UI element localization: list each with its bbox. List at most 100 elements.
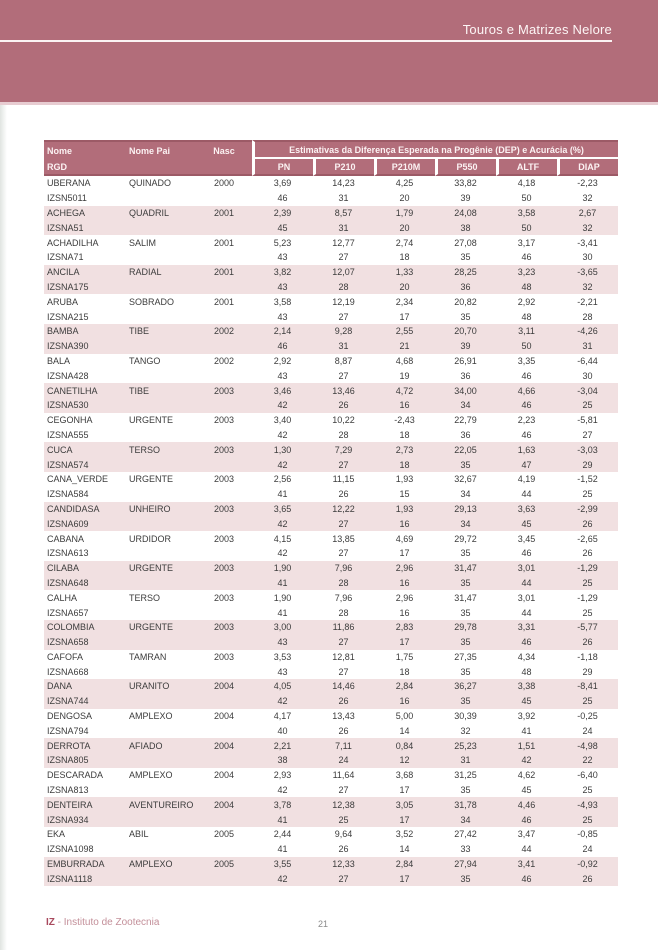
- dep-value-cell: 27,42: [435, 827, 496, 842]
- accuracy-value-cell: 20: [374, 279, 435, 295]
- dep-value-cell: 13,85: [313, 531, 374, 546]
- dep-value-cell: 0,84: [374, 738, 435, 754]
- sire-name-cell: URANITO: [126, 679, 196, 694]
- animal-row: ACHADILHA SALIM 2001 5,23 12,77 2,74 27,08 3,17…: [44, 235, 619, 250]
- accuracy-value-cell: 41: [252, 812, 313, 828]
- birth-year-cell: 2003: [196, 649, 252, 665]
- empty-cell: [126, 220, 196, 236]
- accuracy-value-cell: 26: [557, 634, 619, 650]
- rgd-cell: IZSNA613: [44, 545, 126, 561]
- accuracy-value-cell: 26: [313, 693, 374, 709]
- accuracy-row: IZSN5011 46 31 20 39 50 32: [44, 190, 619, 206]
- dep-value-cell: -4,26: [557, 323, 619, 339]
- accuracy-value-cell: 28: [313, 427, 374, 443]
- accuracy-value-cell: 39: [435, 190, 496, 206]
- dep-value-cell: 1,90: [252, 590, 313, 606]
- accuracy-value-cell: 32: [435, 723, 496, 739]
- dep-value-cell: -4,93: [557, 797, 619, 813]
- dep-value-cell: 1,93: [374, 501, 435, 517]
- dep-value-cell: 12,19: [313, 294, 374, 310]
- accuracy-value-cell: 27: [313, 249, 374, 265]
- column-header-p210m: P210M: [374, 159, 435, 176]
- rgd-cell: IZSNA805: [44, 753, 126, 768]
- empty-cell: [196, 693, 252, 709]
- accuracy-value-cell: 35: [435, 309, 496, 324]
- accuracy-value-cell: 16: [374, 605, 435, 620]
- accuracy-value-cell: 25: [313, 812, 374, 828]
- accuracy-value-cell: 35: [435, 575, 496, 591]
- dep-value-cell: 2,73: [374, 442, 435, 458]
- dep-value-cell: 11,86: [313, 619, 374, 635]
- dep-value-cell: 31,47: [435, 560, 496, 576]
- animal-row: DENGOSA AMPLEXO 2004 4,17 13,43 5,00 30,39 3,92…: [44, 708, 619, 724]
- accuracy-value-cell: 27: [313, 457, 374, 472]
- accuracy-value-cell: 34: [435, 486, 496, 502]
- accuracy-value-cell: 40: [252, 723, 313, 739]
- dep-value-cell: 4,46: [496, 797, 557, 813]
- accuracy-value-cell: 19: [374, 368, 435, 384]
- accuracy-row: IZSNA428 43 27 19 36 46 30: [44, 368, 619, 384]
- accuracy-row: IZSNA609 42 27 16 34 45 26: [44, 516, 619, 532]
- animal-name-cell: CABANA: [44, 531, 126, 546]
- accuracy-value-cell: 41: [252, 605, 313, 620]
- animal-name-cell: BAMBA: [44, 323, 126, 339]
- accuracy-value-cell: 42: [252, 693, 313, 709]
- accuracy-value-cell: 35: [435, 871, 496, 887]
- dep-value-cell: 4,69: [374, 531, 435, 546]
- accuracy-row: IZSNA530 42 26 16 34 46 25: [44, 397, 619, 413]
- empty-cell: [196, 634, 252, 650]
- animal-name-cell: CUCA: [44, 442, 126, 458]
- column-header-diap: DIAP: [557, 159, 619, 176]
- accuracy-value-cell: 31: [313, 220, 374, 236]
- dep-value-cell: 30,39: [435, 708, 496, 724]
- sire-name-cell: URGENTE: [126, 560, 196, 576]
- dep-value-cell: 2,92: [496, 294, 557, 310]
- dep-value-cell: 3,65: [252, 501, 313, 517]
- accuracy-value-cell: 17: [374, 782, 435, 798]
- accuracy-value-cell: 17: [374, 812, 435, 828]
- accuracy-value-cell: 36: [435, 368, 496, 384]
- sire-name-cell: SALIM: [126, 235, 196, 250]
- dep-value-cell: 2,92: [252, 353, 313, 369]
- empty-cell: [196, 368, 252, 384]
- accuracy-value-cell: 43: [252, 664, 313, 680]
- dep-value-cell: 7,96: [313, 560, 374, 576]
- birth-year-cell: 2003: [196, 501, 252, 517]
- column-header-nome-pai: Nome Pai: [126, 140, 196, 159]
- accuracy-value-cell: 46: [496, 812, 557, 828]
- dep-value-cell: 29,78: [435, 619, 496, 635]
- empty-cell: [126, 516, 196, 532]
- rgd-cell: IZSNA1098: [44, 841, 126, 857]
- accuracy-row: IZSNA744 42 26 16 35 45 25: [44, 693, 619, 709]
- animal-name-cell: ARUBA: [44, 294, 126, 310]
- animal-row: CAFOFA TAMRAN 2003 3,53 12,81 1,75 27,35 4,34 -1…: [44, 649, 619, 665]
- empty-cell: [196, 457, 252, 472]
- dep-value-cell: 20,82: [435, 294, 496, 310]
- rgd-cell: IZSN5011: [44, 190, 126, 206]
- column-header-altf: ALTF: [496, 159, 557, 176]
- animal-name-cell: CANDIDASA: [44, 501, 126, 517]
- animal-row: CALHA TERSO 2003 1,90 7,96 2,96 31,47 3,01 -1,29: [44, 590, 619, 606]
- accuracy-value-cell: 28: [313, 279, 374, 295]
- dep-value-cell: 3,92: [496, 708, 557, 724]
- birth-year-cell: 2003: [196, 590, 252, 606]
- dep-value-cell: 3,17: [496, 235, 557, 250]
- accuracy-value-cell: 17: [374, 871, 435, 887]
- animal-row: CANETILHA TIBE 2003 3,46 13,46 4,72 34,00 4,66-…: [44, 383, 619, 398]
- animal-name-cell: UBERANA: [44, 176, 126, 191]
- empty-cell: [126, 782, 196, 798]
- dep-value-cell: 2,44: [252, 827, 313, 842]
- dep-value-cell: 11,64: [313, 767, 374, 783]
- dep-value-cell: 9,28: [313, 323, 374, 339]
- accuracy-value-cell: 34: [435, 516, 496, 532]
- empty-cell: [126, 427, 196, 443]
- empty-cell: [196, 516, 252, 532]
- dep-value-cell: 4,17: [252, 708, 313, 724]
- empty-cell: [126, 486, 196, 502]
- birth-year-cell: 2003: [196, 442, 252, 458]
- dep-value-cell: 13,43: [313, 708, 374, 724]
- sire-name-cell: URDIDOR: [126, 531, 196, 546]
- dep-value-cell: 22,05: [435, 442, 496, 458]
- accuracy-value-cell: 44: [496, 575, 557, 591]
- rgd-cell: IZSNA934: [44, 812, 126, 828]
